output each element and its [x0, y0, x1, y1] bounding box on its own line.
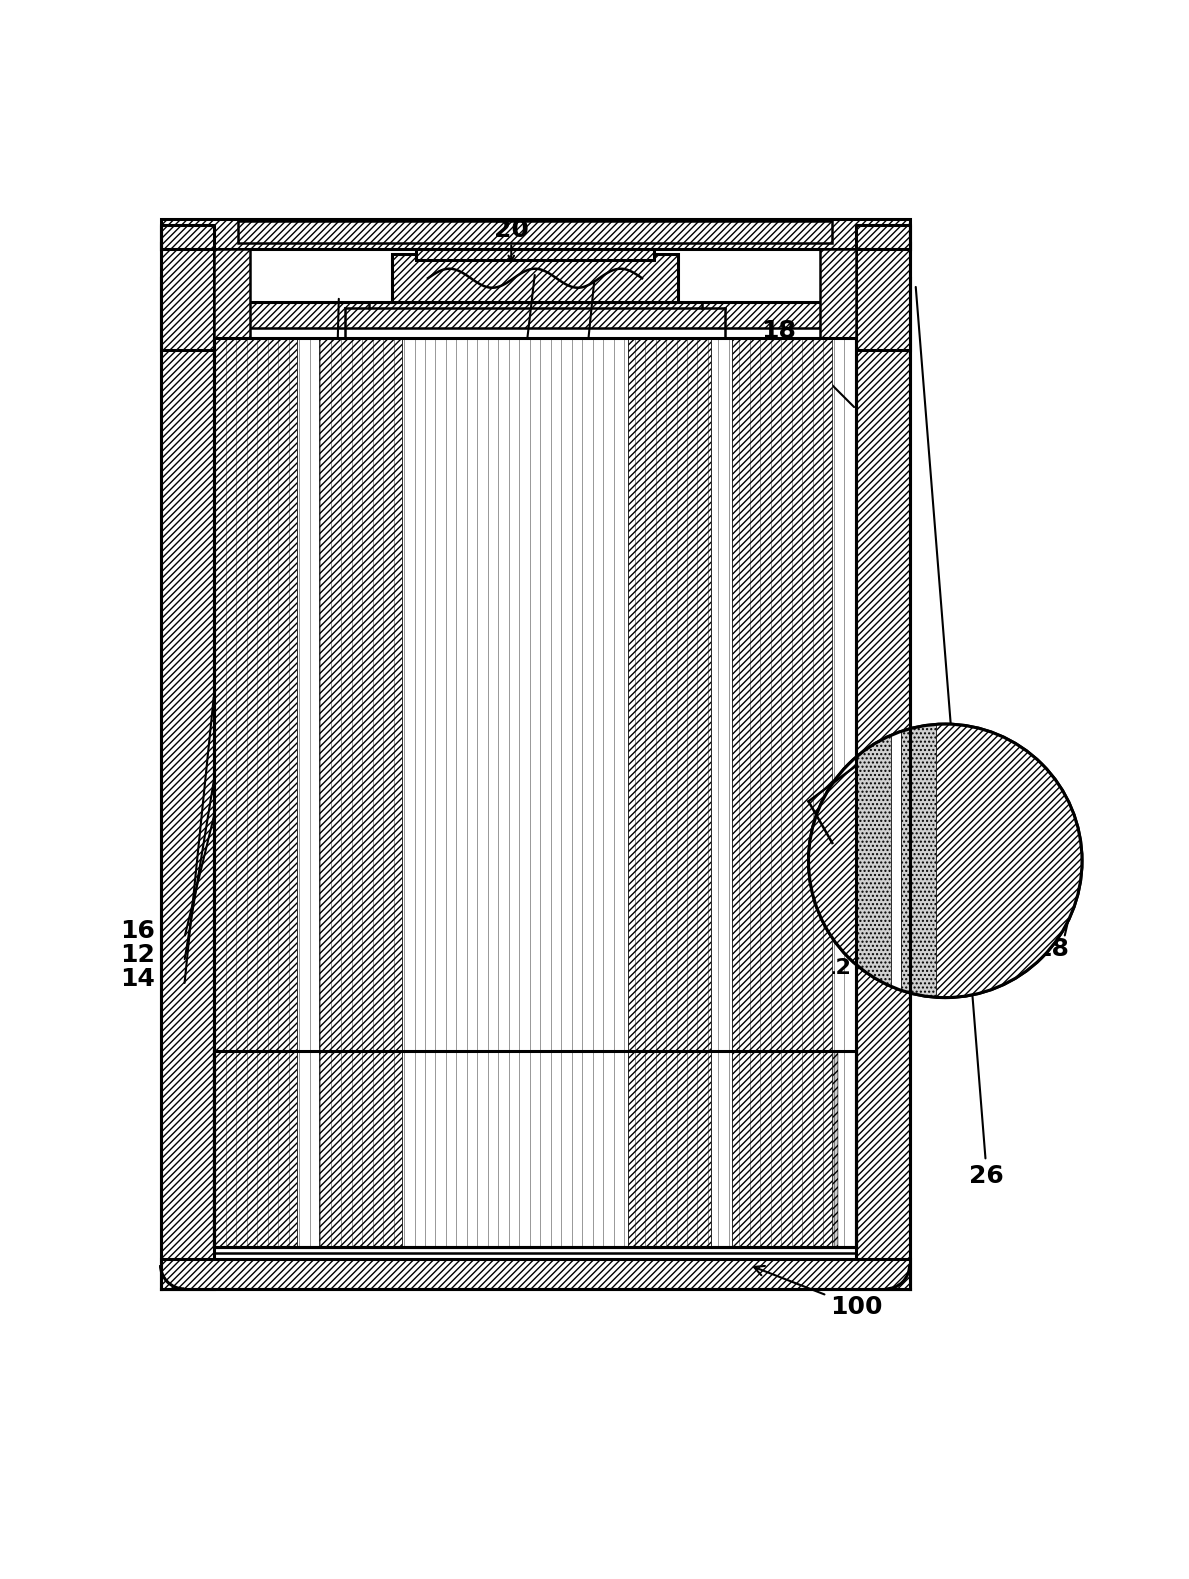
Bar	[214, 1052, 321, 1247]
Bar	[325, 1052, 342, 1247]
Bar	[562, 1052, 581, 1247]
Text: 16: 16	[730, 946, 761, 966]
Bar	[214, 248, 250, 338]
Bar	[581, 1052, 599, 1247]
Text: 22: 22	[297, 298, 339, 1241]
Text: 18: 18	[761, 319, 795, 343]
Bar	[379, 1052, 397, 1247]
Bar	[508, 1052, 526, 1247]
Bar	[161, 278, 214, 1288]
Bar	[360, 1052, 379, 1247]
Bar	[471, 1052, 489, 1247]
Text: 28: 28	[482, 281, 594, 1241]
Wedge shape	[809, 725, 945, 998]
Bar	[710, 1052, 728, 1247]
Bar	[636, 1052, 856, 1247]
Bar	[819, 1052, 838, 1247]
Bar	[434, 1052, 453, 1247]
Bar	[526, 1052, 545, 1247]
Bar	[820, 248, 856, 338]
Bar	[214, 338, 856, 1247]
Bar	[232, 1052, 251, 1247]
Text: 18: 18	[1034, 936, 1069, 962]
Bar	[636, 1052, 654, 1247]
Bar	[936, 725, 1082, 998]
Bar	[453, 1052, 471, 1247]
Text: 14: 14	[886, 970, 917, 990]
Bar	[673, 1052, 691, 1247]
Bar	[321, 1052, 529, 1247]
Bar	[746, 1052, 765, 1247]
Bar	[801, 1052, 819, 1247]
Bar	[617, 1052, 636, 1247]
Bar	[214, 338, 297, 1247]
Bar	[297, 338, 319, 1247]
Bar	[161, 219, 910, 248]
Bar	[251, 1052, 269, 1247]
Bar	[392, 254, 678, 302]
Text: 16: 16	[120, 919, 155, 943]
Bar	[856, 278, 910, 1288]
Bar	[214, 1052, 232, 1247]
Text: 14: 14	[724, 845, 755, 865]
Bar	[214, 1052, 856, 1247]
Bar	[529, 1052, 636, 1247]
Text: 24: 24	[386, 698, 440, 1022]
Bar	[489, 1052, 508, 1247]
Bar	[214, 1052, 856, 1247]
Bar	[178, 302, 892, 338]
Bar	[214, 338, 856, 1247]
Text: 12: 12	[120, 943, 155, 966]
Bar	[238, 221, 832, 243]
Text: 30: 30	[404, 275, 535, 1254]
Bar	[269, 1052, 288, 1247]
Text: 100: 100	[754, 1266, 882, 1318]
Text: 20: 20	[493, 1067, 529, 1091]
Bar	[306, 1052, 325, 1247]
Bar	[856, 243, 910, 349]
Bar	[691, 1052, 710, 1247]
Text: 12: 12	[736, 827, 767, 846]
Bar	[838, 1052, 856, 1247]
Text: 20: 20	[493, 218, 529, 242]
Circle shape	[809, 725, 1082, 998]
Bar	[319, 338, 402, 1247]
Bar	[416, 1052, 434, 1247]
Bar	[416, 243, 654, 261]
Bar	[809, 725, 856, 998]
Bar	[397, 1052, 416, 1247]
Bar	[891, 725, 901, 998]
Bar	[238, 328, 832, 368]
Bar	[732, 338, 832, 1247]
Bar	[856, 725, 891, 998]
Bar	[711, 338, 732, 1247]
Text: 14: 14	[120, 966, 155, 990]
Bar	[599, 1052, 617, 1247]
Bar	[782, 1052, 801, 1247]
Bar	[161, 1258, 910, 1288]
Bar	[161, 243, 214, 349]
Text: 26: 26	[916, 287, 1005, 1187]
Bar	[765, 1052, 782, 1247]
Bar	[342, 1052, 360, 1247]
Bar	[628, 338, 711, 1247]
Bar	[728, 1052, 746, 1247]
Bar	[545, 1052, 562, 1247]
Bar	[288, 1052, 306, 1247]
Bar	[654, 1052, 673, 1247]
Text: 12: 12	[820, 958, 851, 977]
Bar	[901, 725, 936, 998]
Bar	[402, 338, 628, 1247]
